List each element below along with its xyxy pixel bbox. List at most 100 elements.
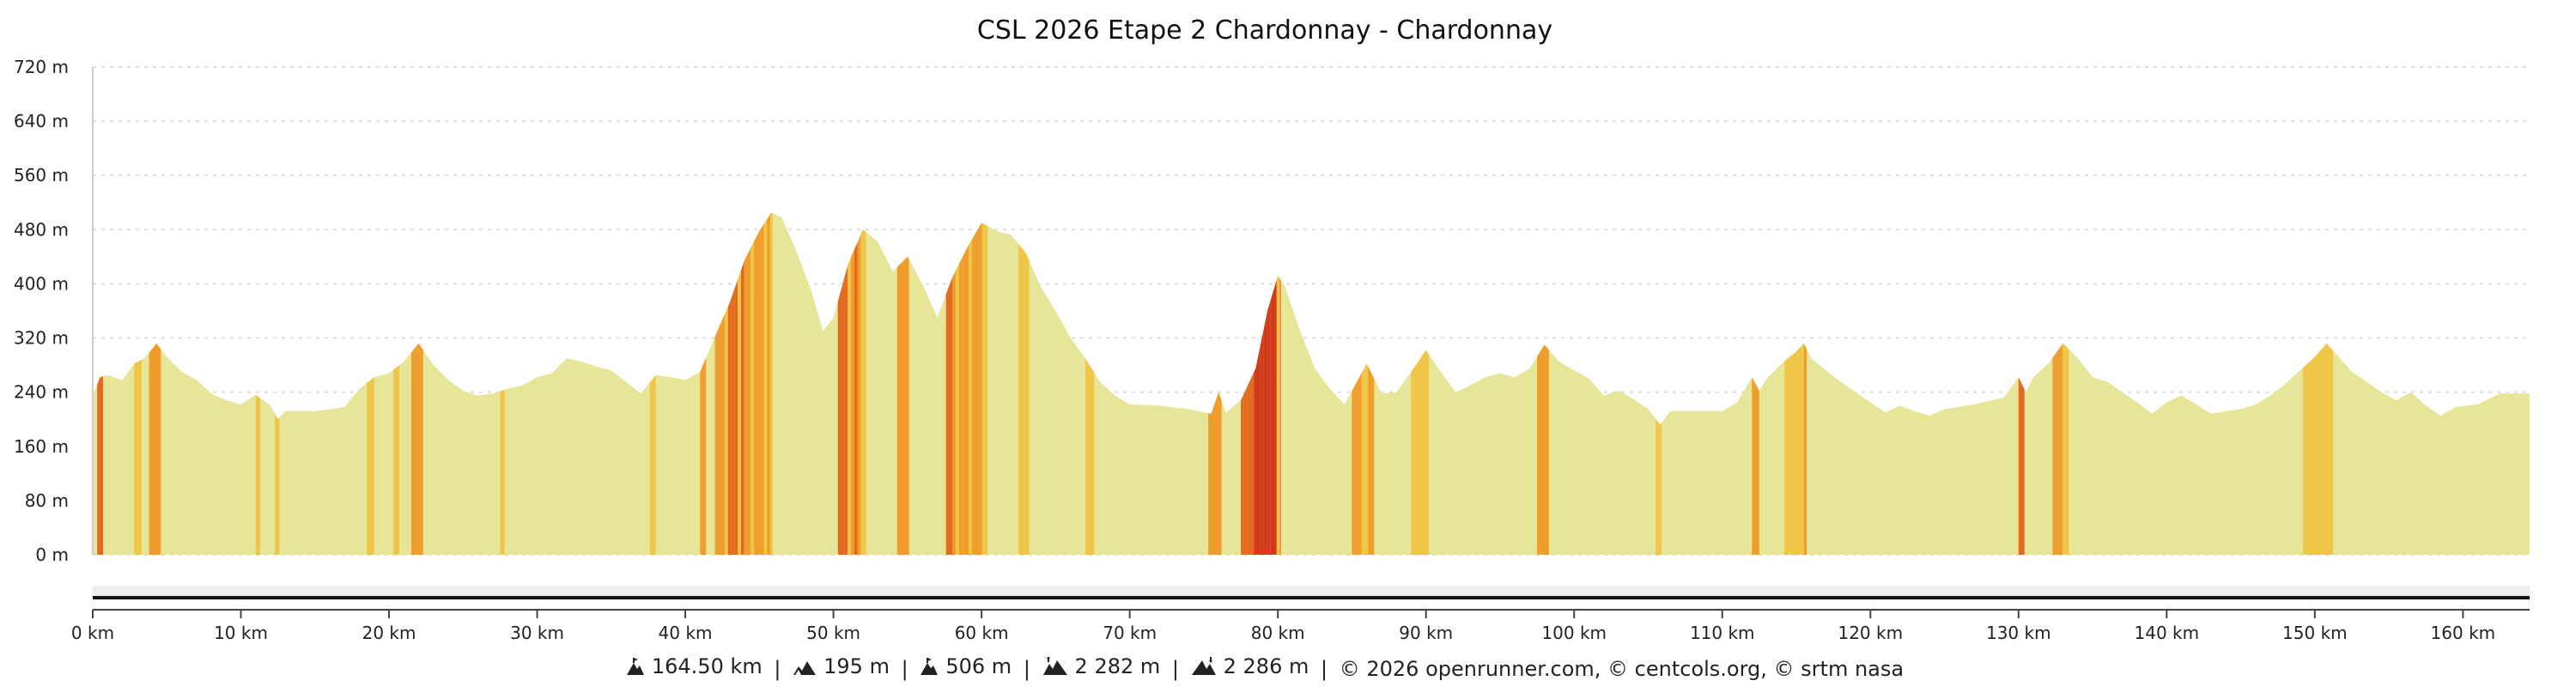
gradient-stripe <box>2065 212 2069 555</box>
elevation-area[interactable] <box>93 58 2530 555</box>
gradient-stripe <box>1267 212 1271 555</box>
gradient-stripe <box>857 212 861 555</box>
separator: | <box>1171 657 1179 681</box>
y-axis-ticks: 0 m 80 m 160 m 240 m 320 m 400 m 480 m 560 m 640… <box>14 57 69 565</box>
gradient-stripe <box>1254 212 1258 555</box>
gradient-stripe <box>97 212 104 555</box>
gradient-stripe <box>255 212 260 555</box>
gradient-stripe <box>844 212 848 555</box>
gradient-stripe <box>1358 212 1362 555</box>
elevation-gain-stat: 2 282 m <box>1042 654 1161 678</box>
gradient-stripe <box>1537 212 1549 555</box>
gradient-stripe <box>410 212 423 555</box>
gradient-stripe <box>734 212 738 555</box>
x-tick-label: 10 km <box>214 623 268 643</box>
separator: | <box>1023 657 1030 681</box>
x-tick-label: 50 km <box>806 623 860 643</box>
y-tick-label: 0 m <box>35 544 69 565</box>
gradient-stripe <box>393 212 400 555</box>
gradient-stripe <box>1803 212 1807 555</box>
gradient-stripe <box>975 212 979 555</box>
gradient-stripe <box>700 212 707 555</box>
y-tick-label: 560 m <box>14 165 69 185</box>
x-tick-label: 140 km <box>2135 623 2200 643</box>
x-tick-label: 120 km <box>1838 623 1903 643</box>
x-tick-label: 130 km <box>1986 623 2051 643</box>
gradient-stripe <box>969 212 973 555</box>
y-tick-label: 720 m <box>14 57 69 77</box>
gradient-stripe <box>2303 212 2306 555</box>
gradient-stripe <box>727 212 732 555</box>
gradient-stripe <box>860 212 865 555</box>
gradient-stripe <box>1276 212 1280 555</box>
gradient-stripe <box>275 212 280 555</box>
gradient-stripe <box>1361 212 1365 555</box>
x-axis-ticks: 0 km 10 km 20 km 30 km 40 km 50 km 60 km 70 km 8… <box>71 609 2530 643</box>
elevation-gain-value: 2 282 m <box>1074 654 1161 678</box>
gradient-stripe <box>1243 212 1248 555</box>
gradient-stripe <box>1018 212 1030 555</box>
elevation-loss-icon <box>1191 657 1216 675</box>
gradient-stripe <box>649 212 656 555</box>
gradient-stripe <box>2062 212 2066 555</box>
x-tick-label: 90 km <box>1399 623 1453 643</box>
gradient-stripe <box>2332 212 2334 555</box>
gradient-stripe <box>1790 212 1795 555</box>
separator: | <box>774 657 781 681</box>
gradient-stripe <box>1752 212 1759 555</box>
gradient-stripe <box>949 212 953 555</box>
gradient-stripe <box>1797 212 1801 555</box>
x-tick-label: 80 km <box>1251 623 1305 643</box>
gradient-stripe <box>747 212 751 555</box>
gradient-stripe <box>985 212 988 555</box>
max-altitude-icon <box>920 658 939 675</box>
gradient-stripe <box>1794 212 1798 555</box>
gradient-stripe <box>978 212 982 555</box>
x-tick-label: 30 km <box>510 623 564 643</box>
x-tick-label: 160 km <box>2431 623 2496 643</box>
gradient-stripe <box>1784 212 1789 555</box>
gradient-stripe <box>724 212 728 555</box>
min-altitude-stat: 195 m <box>793 654 890 678</box>
max-altitude-stat: 506 m <box>920 654 1012 678</box>
gradient-stripe <box>1364 212 1369 555</box>
gradient-stripe <box>744 212 748 555</box>
x-tick-label: 40 km <box>659 623 713 643</box>
gradient-stripe <box>2316 212 2320 555</box>
gradient-stripe <box>750 212 755 555</box>
gradient-stripe <box>1273 212 1277 555</box>
gradient-stripe <box>1368 212 1372 555</box>
x-tick-label: 150 km <box>2282 623 2348 643</box>
gradient-stripe <box>1371 212 1375 555</box>
gradient-stripe <box>1257 212 1261 555</box>
elevation-loss-stat: 2 286 m <box>1191 654 1309 678</box>
gradient-stripe <box>1241 212 1244 555</box>
gradient-stripe <box>149 212 161 555</box>
gradient-stripe <box>500 212 505 555</box>
gradient-stripe <box>2059 212 2063 555</box>
gradient-stripe <box>1270 212 1274 555</box>
route-scrollbar[interactable] <box>93 586 2530 599</box>
gradient-stripe <box>721 212 725 555</box>
distance-value: 164.50 km <box>651 654 762 678</box>
gradient-stripe <box>850 212 854 555</box>
gradient-stripe <box>714 212 719 555</box>
y-tick-label: 80 m <box>25 490 69 511</box>
gradient-stripe <box>864 212 866 555</box>
gradient-stripe <box>2056 212 2060 555</box>
y-tick-label: 160 m <box>14 436 69 457</box>
x-tick-label: 100 km <box>1541 623 1607 643</box>
elevation-chart[interactable]: 0 m 80 m 160 m 240 m 320 m 400 m 480 m 560 m 640… <box>0 0 2576 653</box>
min-altitude-value: 195 m <box>823 654 890 678</box>
y-tick-label: 320 m <box>14 328 69 349</box>
gradient-stripe <box>1208 212 1222 555</box>
gradient-stripe <box>837 212 841 555</box>
gradient-stripe <box>134 212 142 555</box>
gradient-stripe <box>754 212 757 555</box>
gradient-stripe <box>1084 212 1095 555</box>
gradient-stripe <box>2329 212 2333 555</box>
gradient-stripe <box>952 212 957 555</box>
y-tick-label: 400 m <box>14 273 69 294</box>
gradient-stripe <box>2312 212 2317 555</box>
